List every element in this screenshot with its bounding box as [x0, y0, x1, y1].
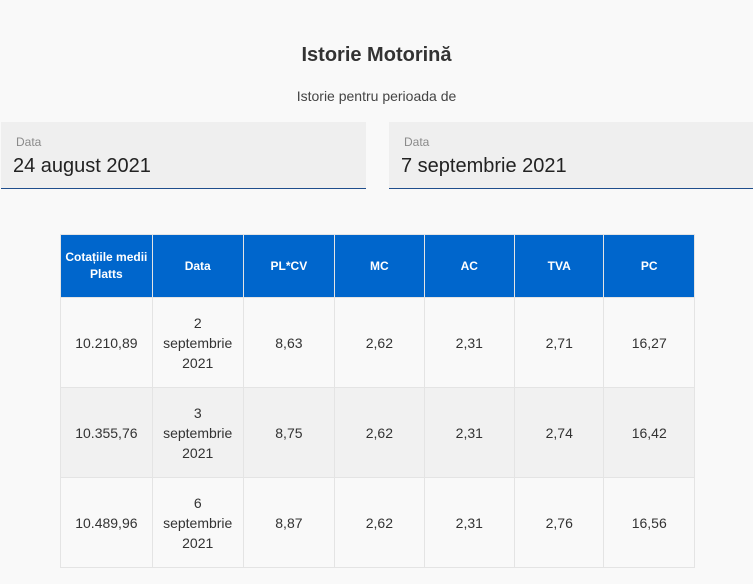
cell-date: 2 septembrie 2021	[151, 297, 244, 388]
table-row: 10.210,89 2 septembrie 2021 8,63 2,62 2,31…	[60, 297, 695, 388]
col-header-mc: MC	[334, 234, 425, 298]
date-from-value[interactable]: 24 august 2021	[13, 155, 151, 177]
cell-platts: 10.355,76	[60, 387, 153, 478]
table-row: 10.355,76 3 septembrie 2021 8,75 2,62 2,31…	[60, 387, 695, 478]
cell-date-day: 6	[193, 494, 202, 511]
cell-ac: 2,31	[423, 297, 516, 388]
col-header-plcv: PL*CV	[242, 234, 336, 298]
date-from-label: Data	[16, 135, 42, 149]
col-header-ac: AC	[423, 234, 516, 298]
cell-date-year: 2021	[182, 354, 214, 371]
cell-tva: 2,71	[514, 297, 605, 388]
page-title: Istorie Motorină	[301, 44, 452, 66]
cell-platts: 10.210,89	[60, 297, 153, 388]
date-to-field[interactable]: Data 7 septembrie 2021	[389, 122, 753, 189]
table-header-row: Cotațiile medii Platts Data PL*CV MC AC …	[60, 234, 695, 298]
cell-pc: 16,27	[603, 297, 695, 388]
cell-tva: 2,74	[514, 387, 605, 478]
col-header-platts: Cotațiile medii Platts	[60, 234, 153, 298]
cell-date-day: 3	[193, 404, 202, 421]
cell-date: 3 septembrie 2021	[151, 387, 244, 478]
cell-date-month: septembrie	[163, 514, 233, 531]
cell-mc: 2,62	[334, 387, 425, 478]
col-header-tva: TVA	[514, 234, 605, 298]
cell-date-year: 2021	[182, 534, 214, 551]
date-to-value[interactable]: 7 septembrie 2021	[401, 155, 567, 177]
col-header-pc: PC	[603, 234, 695, 298]
cell-ac: 2,31	[423, 387, 516, 478]
cell-date-month: septembrie	[163, 334, 233, 351]
cell-date-day: 2	[193, 314, 202, 331]
cell-tva: 2,76	[514, 477, 605, 568]
cell-ac: 2,31	[423, 477, 516, 568]
cell-date-month: septembrie	[163, 424, 233, 441]
col-header-date: Data	[151, 234, 244, 298]
cell-plcv: 8,87	[242, 477, 336, 568]
cell-mc: 2,62	[334, 477, 425, 568]
date-to-label: Data	[404, 135, 430, 149]
page-subtitle: Istorie pentru perioada de	[296, 88, 457, 104]
date-from-field[interactable]: Data 24 august 2021	[1, 122, 366, 189]
history-table: Cotațiile medii Platts Data PL*CV MC AC …	[60, 234, 695, 568]
cell-plcv: 8,63	[242, 297, 336, 388]
cell-platts: 10.489,96	[60, 477, 153, 568]
cell-date-year: 2021	[182, 444, 214, 461]
table-row: 10.489,96 6 septembrie 2021 8,87 2,62 2,31…	[60, 477, 695, 568]
cell-pc: 16,42	[603, 387, 695, 478]
cell-pc: 16,56	[603, 477, 695, 568]
cell-date: 6 septembrie 2021	[151, 477, 244, 568]
cell-plcv: 8,75	[242, 387, 336, 478]
cell-mc: 2,62	[334, 297, 425, 388]
